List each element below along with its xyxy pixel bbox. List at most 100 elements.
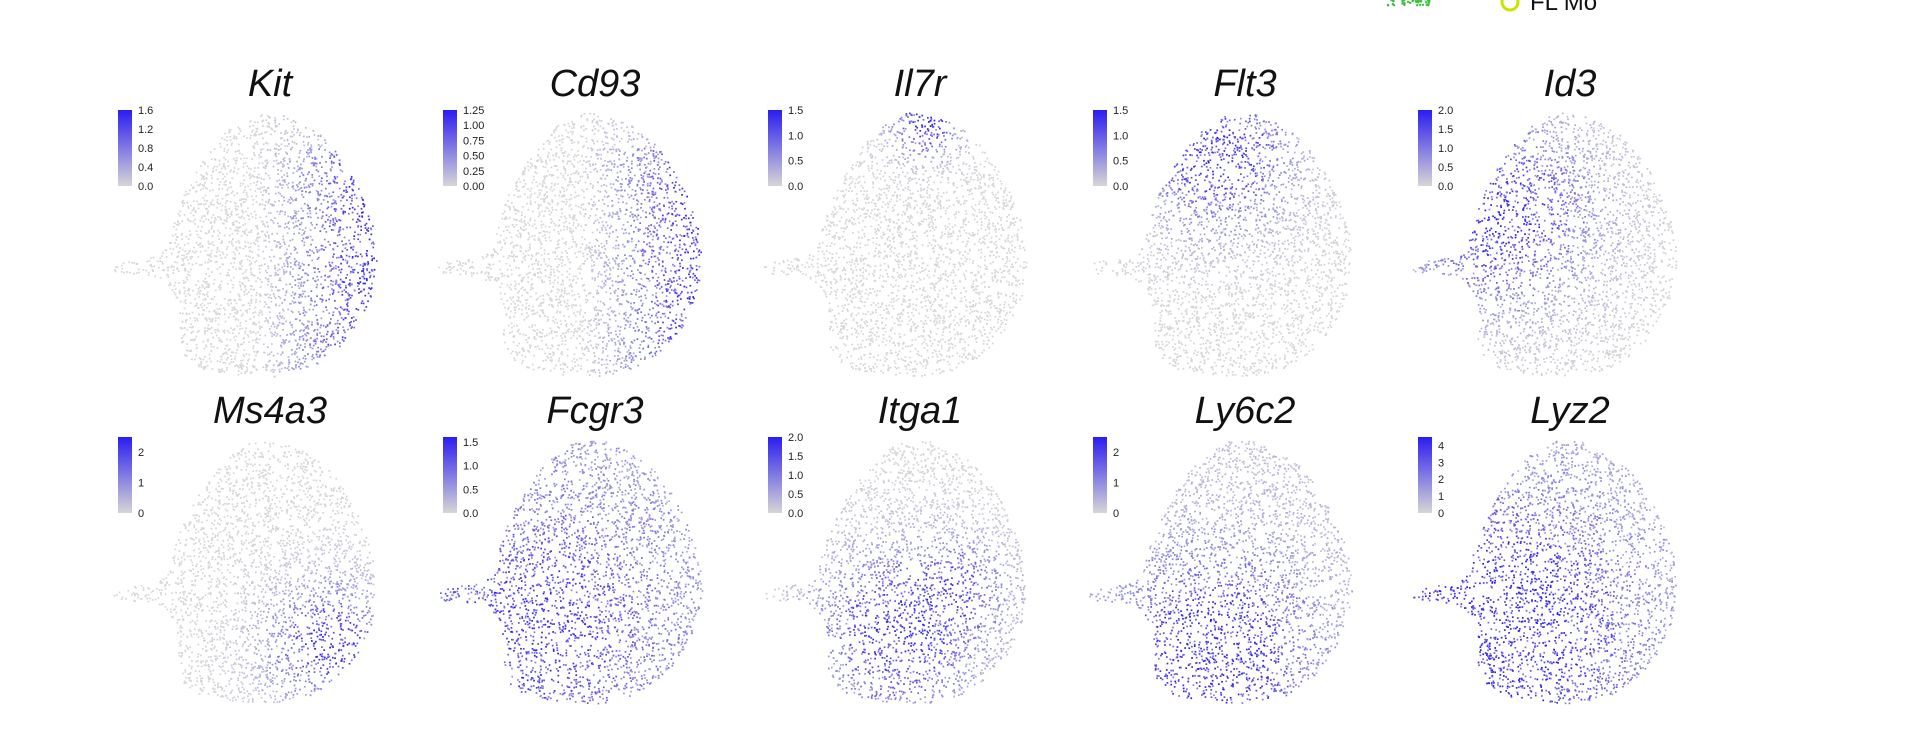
cell-point xyxy=(273,240,275,242)
cell-point xyxy=(199,290,201,292)
cell-point xyxy=(671,201,673,203)
cell-point xyxy=(244,372,246,374)
cell-point xyxy=(363,268,365,270)
cell-point xyxy=(639,284,641,286)
cell-point xyxy=(689,298,691,300)
cell-point xyxy=(303,309,305,311)
cell-point xyxy=(331,203,333,205)
cell-point xyxy=(665,268,667,270)
cell-point xyxy=(581,358,583,360)
cell-point xyxy=(604,203,606,205)
cell-point xyxy=(184,301,186,303)
cell-point xyxy=(618,263,620,265)
cell-point xyxy=(601,227,603,229)
cell-point xyxy=(309,344,311,346)
cell-point xyxy=(296,213,298,215)
cell-point xyxy=(318,257,320,259)
cell-point xyxy=(228,304,230,306)
cell-point xyxy=(607,151,609,153)
cell-point xyxy=(648,278,650,280)
cell-point xyxy=(523,186,525,188)
cell-point xyxy=(362,199,364,201)
cell-point xyxy=(235,163,237,165)
cell-point xyxy=(252,204,254,206)
cell-point xyxy=(611,162,613,164)
cell-point xyxy=(349,186,351,188)
cell-point xyxy=(214,255,216,257)
cell-point xyxy=(201,226,203,228)
cell-point xyxy=(630,321,632,323)
cell-point xyxy=(254,167,256,169)
cell-point xyxy=(309,249,311,251)
cell-point xyxy=(602,314,604,316)
cell-point xyxy=(596,258,598,260)
cell-point xyxy=(640,300,642,302)
cell-point xyxy=(622,196,624,198)
cell-point xyxy=(304,242,306,244)
cell-point xyxy=(291,198,293,200)
cell-point xyxy=(694,275,696,277)
cell-point xyxy=(529,248,531,250)
cell-point xyxy=(195,211,197,213)
cell-point xyxy=(653,160,655,162)
cell-point xyxy=(558,225,560,227)
cell-point xyxy=(203,204,205,206)
cell-point xyxy=(325,349,327,351)
cell-point xyxy=(288,167,290,169)
cell-point xyxy=(538,204,540,206)
cell-point xyxy=(343,205,345,207)
cell-point xyxy=(584,113,586,115)
cell-point xyxy=(657,317,659,319)
cell-point xyxy=(680,320,682,322)
cell-point xyxy=(354,290,356,292)
cell-point xyxy=(304,291,306,293)
cell-point xyxy=(253,152,255,154)
cell-point xyxy=(299,339,301,341)
cell-point xyxy=(333,229,335,231)
cell-point xyxy=(336,176,338,178)
cell-point xyxy=(228,275,230,277)
cell-point xyxy=(182,327,184,329)
cell-point xyxy=(449,266,451,268)
cell-point xyxy=(630,211,632,213)
cell-point xyxy=(219,143,221,145)
cell-point xyxy=(303,264,305,266)
cell-point xyxy=(372,258,374,260)
cell-point xyxy=(289,160,291,162)
cell-point xyxy=(618,218,620,220)
cell-point xyxy=(655,296,657,298)
cell-point xyxy=(356,263,358,265)
cell-point xyxy=(567,349,569,351)
cell-point xyxy=(260,217,262,219)
cell-point xyxy=(242,360,244,362)
cell-point xyxy=(276,327,278,329)
cell-point xyxy=(566,201,568,203)
cell-point xyxy=(313,252,315,254)
cell-point xyxy=(271,301,273,303)
cell-point xyxy=(327,325,329,327)
cell-point xyxy=(534,193,536,195)
cell-point xyxy=(625,324,627,326)
cell-point xyxy=(208,283,210,285)
cell-point xyxy=(255,195,257,197)
cell-point xyxy=(303,136,305,138)
cell-point xyxy=(665,284,667,286)
cell-point xyxy=(504,307,506,309)
cell-point xyxy=(242,313,244,315)
cell-point xyxy=(314,157,316,159)
cell-point xyxy=(243,201,245,203)
cell-point xyxy=(338,274,340,276)
cell-point xyxy=(340,279,342,281)
cell-point xyxy=(668,207,670,209)
cell-point xyxy=(587,327,589,329)
cell-point xyxy=(311,324,313,326)
cell-point xyxy=(347,293,349,295)
cell-point xyxy=(207,292,209,294)
cell-point xyxy=(303,312,305,314)
cell-point xyxy=(311,356,313,358)
cell-point xyxy=(271,335,273,337)
cell-point xyxy=(357,225,359,227)
cell-point xyxy=(669,292,671,294)
cell-point xyxy=(545,161,547,163)
cell-point xyxy=(689,271,691,273)
